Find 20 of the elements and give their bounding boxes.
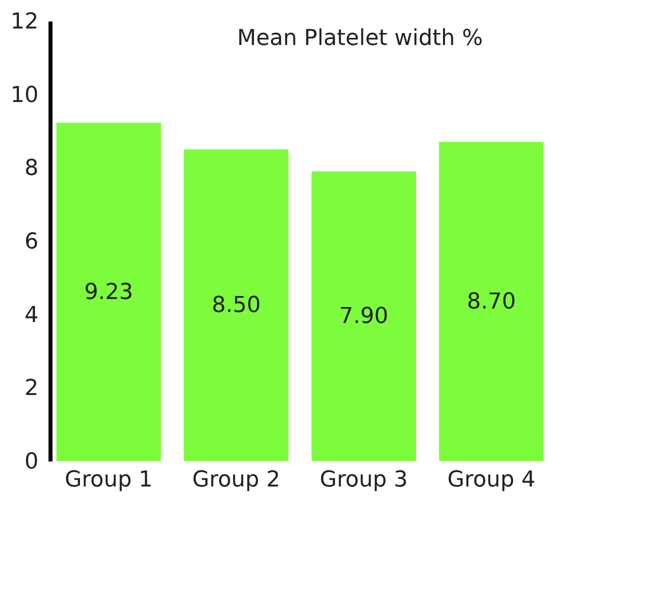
x-tick-label: Group 4 [447,468,536,492]
data-label: 7.90 [339,304,388,330]
y-tick-label: 4 [24,302,38,328]
y-tick-label: 6 [24,230,38,254]
data-label: 9.23 [84,280,134,305]
y-tick-label: 0 [24,450,38,474]
y-tick-label: 12 [10,10,38,34]
data-label: 8.50 [212,293,261,318]
x-tick-label: Group 1 [64,468,153,492]
bar [311,171,416,461]
data-label: 8.70 [466,290,516,314]
bar [184,149,289,461]
chart-title: Mean Platelet width % [237,26,483,51]
bar [56,122,161,461]
bar [439,142,544,461]
y-tick-label: 2 [24,376,38,402]
y-tick-label: 8 [24,156,38,182]
y-tick-label: 10 [10,82,38,108]
x-tick-label: Group 3 [320,468,408,492]
x-tick-label: Group 2 [192,468,280,492]
